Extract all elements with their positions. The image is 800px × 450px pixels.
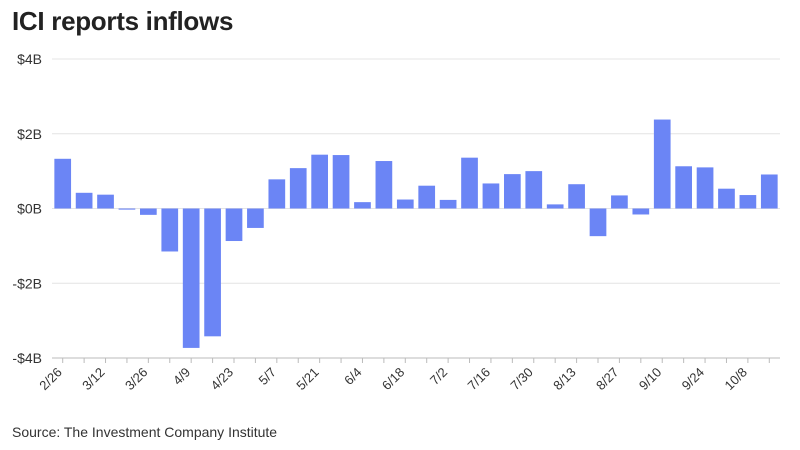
bar: 4/16: -3.42	[204, 208, 221, 337]
bar: 2/26: 1.33	[54, 158, 72, 209]
y-tick-label: $4B	[17, 51, 42, 67]
chart-title: ICI reports inflows	[12, 6, 234, 36]
bar: 8/27: 0.35	[611, 195, 628, 209]
bar: 5/7: 0.78	[268, 179, 286, 209]
x-tick-label: 9/10	[636, 365, 665, 394]
bar: 6/25: 0.61	[418, 185, 436, 209]
bar: 5/28: 1.43	[332, 155, 350, 209]
x-tick-label: 7/16	[465, 365, 494, 394]
x-axis: 2/26 3/12 3/26 4/9 4/23 5/7 5/21 6/4 6/18 7/2 7/16…	[36, 357, 780, 394]
bar: 5/21: 1.44	[311, 154, 328, 209]
x-tick-label: 5/7	[256, 365, 279, 388]
bar: 10/1: 0.53	[718, 188, 735, 209]
y-tick-label: $0B	[17, 201, 42, 217]
x-tick-label: 8/27	[593, 365, 622, 394]
bar: 3/19: -0.03	[118, 208, 136, 210]
bar: 3/5: 0.42	[75, 192, 93, 209]
bar: 6/11: 1.27	[375, 161, 393, 209]
bar: 9/3: -0.16	[632, 208, 650, 215]
bar: 6/4: 0.17	[354, 202, 371, 209]
bar: 10/8: 0.36	[739, 195, 757, 209]
bar: 9/17: 1.13	[675, 166, 692, 209]
y-tick-label: $2B	[17, 126, 42, 142]
bar: 8/6: 0.11	[546, 204, 564, 209]
x-tick-label: 4/23	[208, 365, 237, 394]
source-note: Source: The Investment Company Institute	[12, 424, 278, 440]
x-tick-label: 4/9	[170, 365, 193, 388]
bar: 7/2: 0.23	[439, 199, 457, 209]
x-tick-label: 2/26	[36, 365, 65, 394]
x-tick-label: 6/4	[341, 365, 364, 388]
x-tick-label: 7/30	[507, 365, 536, 394]
x-tick-label: 7/2	[427, 365, 450, 388]
grid-lines	[52, 58, 780, 359]
bar: 3/26: -0.17	[140, 208, 157, 215]
bar: 9/24: 1.1	[696, 167, 714, 209]
x-tick-label: 3/26	[122, 365, 151, 394]
y-tick-label: -$2B	[12, 275, 42, 291]
x-tick-label: 6/18	[379, 365, 408, 394]
bar: 3/12: 0.37	[97, 194, 114, 209]
bar: 5/14: 1.08	[289, 168, 307, 209]
x-tick-label: 9/24	[679, 365, 708, 394]
bar: 9/10: 2.38	[653, 119, 671, 209]
bar: 4/30: -0.52	[247, 208, 264, 228]
bar: 10/15: 0.91	[760, 174, 778, 209]
bar: 4/2: -1.15	[161, 208, 179, 252]
x-tick-label: 3/12	[79, 365, 108, 394]
bars: 2/26: 1.333/5: 0.42 3/12: 0.37 3/19: -0.03…	[54, 119, 778, 348]
x-tick-label: 10/8	[721, 365, 750, 394]
bar: 7/16: 0.67	[482, 183, 500, 209]
bar: 8/13: 0.65	[568, 184, 585, 209]
x-tick-label: 8/13	[550, 365, 579, 394]
bar: 7/23: 0.92	[504, 174, 521, 209]
y-axis-labels: $4B $2B $0B -$2B -$4B	[12, 51, 42, 366]
bar: 7/9: 1.36	[461, 157, 478, 209]
x-tick-label: 5/21	[293, 365, 322, 394]
bar: 4/9: -3.73	[182, 208, 200, 348]
bar: 8/20: -0.74	[589, 208, 607, 237]
bar: 4/23: -0.87	[225, 208, 243, 242]
y-tick-label: -$4B	[12, 350, 42, 366]
bar: 6/18: 0.24	[396, 199, 414, 209]
bar: 7/30: 1	[525, 171, 543, 209]
